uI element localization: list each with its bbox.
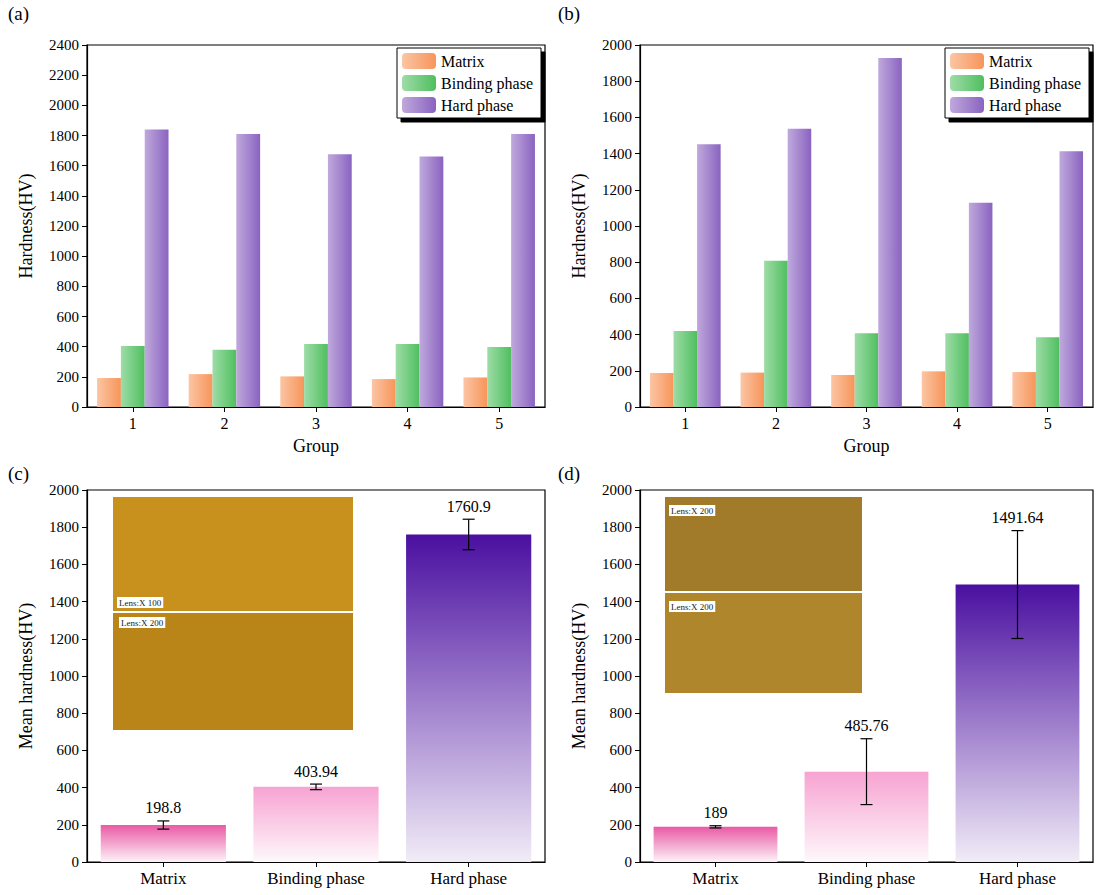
svg-text:1200: 1200 [602,631,632,647]
svg-text:2200: 2200 [49,67,79,83]
svg-text:800: 800 [57,278,80,294]
svg-text:1200: 1200 [49,631,79,647]
svg-text:5: 5 [495,415,503,432]
svg-text:2000: 2000 [602,37,632,53]
svg-text:2: 2 [220,415,228,432]
svg-text:200: 200 [57,369,80,385]
svg-text:Matrix: Matrix [692,869,739,888]
svg-text:1400: 1400 [602,594,632,610]
svg-text:0: 0 [72,854,80,870]
svg-text:Hard phase: Hard phase [979,869,1056,888]
svg-text:5: 5 [1044,415,1052,432]
svg-text:1000: 1000 [602,668,632,684]
svg-text:Matrix: Matrix [140,869,187,888]
svg-text:Lens:X 200: Lens:X 200 [121,618,164,628]
svg-text:1400: 1400 [49,594,79,610]
svg-text:800: 800 [57,705,80,721]
svg-text:Binding phase: Binding phase [989,75,1081,93]
svg-text:2: 2 [772,415,780,432]
svg-text:1800: 1800 [49,519,79,535]
svg-text:4: 4 [404,415,412,432]
svg-text:1: 1 [129,415,137,432]
svg-text:Matrix: Matrix [989,53,1033,70]
svg-text:400: 400 [610,780,633,796]
svg-text:1600: 1600 [49,556,79,572]
svg-text:1800: 1800 [602,519,632,535]
svg-text:1600: 1600 [49,158,79,174]
svg-text:2400: 2400 [49,37,79,53]
svg-text:1200: 1200 [602,182,632,198]
svg-text:1800: 1800 [49,128,79,144]
svg-text:Hardness(HV): Hardness(HV) [569,174,590,279]
svg-text:Mean hardness(HV): Mean hardness(HV) [16,603,37,749]
svg-text:Binding phase: Binding phase [267,869,365,888]
svg-text:Hard phase: Hard phase [989,97,1061,115]
svg-text:1200: 1200 [49,218,79,234]
svg-text:Lens:X 200: Lens:X 200 [671,602,714,612]
svg-text:(b): (b) [558,3,580,25]
svg-text:1491.64: 1491.64 [992,509,1044,526]
svg-text:1000: 1000 [49,248,79,264]
svg-text:400: 400 [57,780,80,796]
svg-text:1600: 1600 [602,556,632,572]
svg-text:1: 1 [681,415,689,432]
svg-text:Lens:X 200: Lens:X 200 [671,506,714,516]
svg-text:1760.9: 1760.9 [447,498,491,515]
svg-text:1600: 1600 [602,109,632,125]
svg-text:3: 3 [312,415,320,432]
svg-text:600: 600 [57,742,80,758]
svg-text:(a): (a) [8,3,29,25]
svg-text:1400: 1400 [49,188,79,204]
svg-text:600: 600 [610,290,633,306]
svg-text:600: 600 [610,742,633,758]
svg-text:Group: Group [293,436,339,456]
svg-text:Group: Group [844,436,890,456]
svg-text:Lens:X 100: Lens:X 100 [119,598,162,608]
svg-text:485.76: 485.76 [845,717,889,734]
svg-text:600: 600 [57,309,80,325]
svg-text:800: 800 [610,705,633,721]
svg-text:Hard phase: Hard phase [430,869,507,888]
svg-text:(c): (c) [8,463,29,485]
svg-text:Binding phase: Binding phase [818,869,916,888]
svg-text:1000: 1000 [602,218,632,234]
svg-text:2000: 2000 [49,482,79,498]
svg-text:3: 3 [863,415,871,432]
svg-text:Binding phase: Binding phase [441,75,533,93]
svg-text:800: 800 [610,254,633,270]
svg-text:0: 0 [72,399,80,415]
svg-text:0: 0 [625,399,633,415]
svg-text:1800: 1800 [602,73,632,89]
svg-text:(d): (d) [558,463,580,485]
svg-text:200: 200 [610,817,633,833]
svg-text:1400: 1400 [602,146,632,162]
svg-text:4: 4 [953,415,961,432]
svg-text:198.8: 198.8 [145,799,181,816]
svg-text:2000: 2000 [602,482,632,498]
svg-text:200: 200 [57,817,80,833]
svg-text:400: 400 [610,327,633,343]
svg-text:Mean hardness(HV): Mean hardness(HV) [569,603,590,749]
svg-text:189: 189 [704,804,728,821]
svg-text:Hard phase: Hard phase [441,97,513,115]
svg-text:400: 400 [57,339,80,355]
svg-text:2000: 2000 [49,97,79,113]
svg-text:Hardness(HV): Hardness(HV) [16,174,37,279]
svg-text:1000: 1000 [49,668,79,684]
svg-text:403.94: 403.94 [294,763,338,780]
svg-text:200: 200 [610,363,633,379]
svg-text:Matrix: Matrix [441,53,485,70]
svg-text:0: 0 [625,854,633,870]
